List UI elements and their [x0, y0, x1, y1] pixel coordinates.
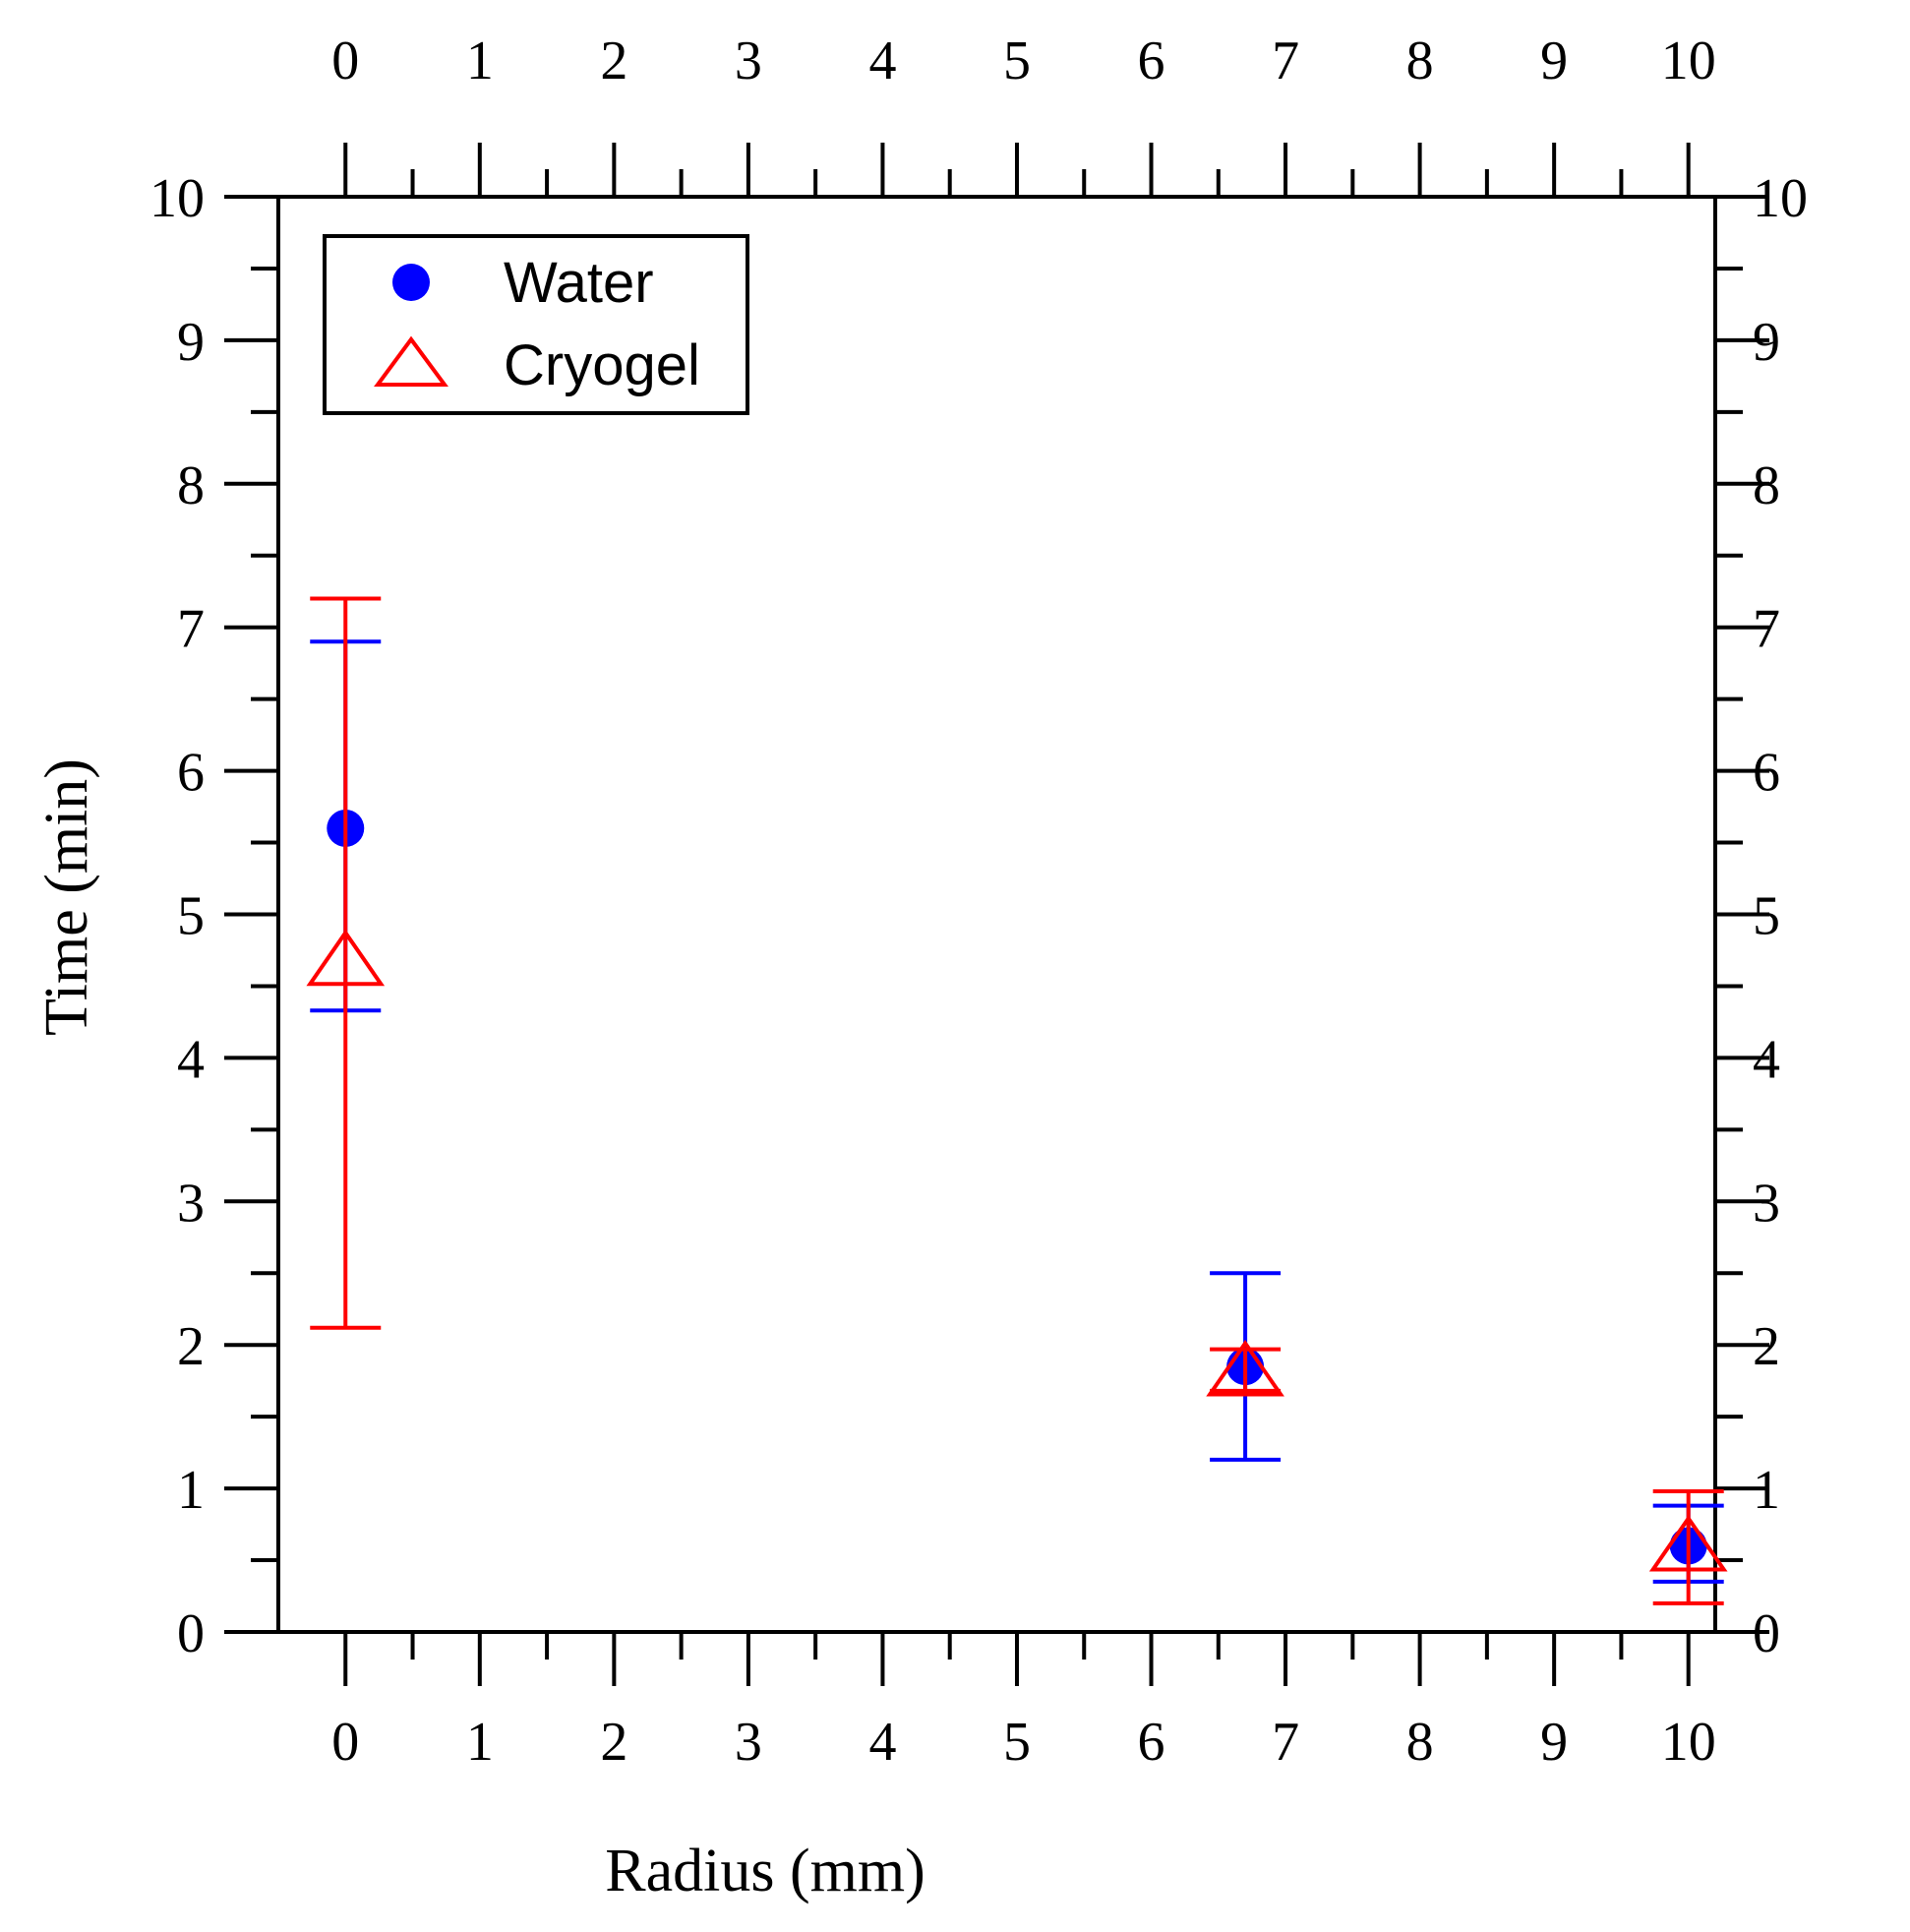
x-tick-label-top: 1 [466, 30, 494, 91]
y-tick-label-right: 2 [1753, 1316, 1780, 1377]
x-tick-label-top: 9 [1540, 30, 1568, 91]
y-tick-label-right: 9 [1753, 312, 1780, 373]
y-tick-label-right: 5 [1753, 886, 1780, 947]
x-tick-label-top: 8 [1406, 30, 1434, 91]
y-tick-label-right: 4 [1753, 1029, 1780, 1090]
y-tick-label: 7 [177, 599, 205, 660]
y-tick-label-right: 0 [1753, 1603, 1780, 1664]
y-tick-label: 4 [177, 1029, 205, 1090]
x-tick-label-top: 6 [1138, 30, 1165, 91]
series-cryogel [306, 596, 1728, 1605]
x-tick-label: 9 [1540, 1712, 1568, 1773]
x-tick-label: 1 [466, 1712, 494, 1773]
y-axis-title: Time (min) [33, 758, 100, 1036]
y-tick-label: 3 [177, 1173, 205, 1234]
axis-left: 0 1 2 3 4 5 6 7 8 9 10 [149, 168, 278, 1664]
y-tick-label: 5 [177, 886, 205, 947]
x-tick-label-top: 10 [1661, 30, 1716, 91]
y-tick-label: 6 [177, 743, 205, 804]
x-tick-label: 4 [868, 1712, 896, 1773]
x-tick-label-top: 4 [868, 30, 896, 91]
y-tick-label-right: 6 [1753, 743, 1780, 804]
y-tick-label-right: 7 [1753, 599, 1780, 660]
x-tick-label: 5 [1003, 1712, 1031, 1773]
x-tick-label: 2 [600, 1712, 627, 1773]
y-tick-label-right: 8 [1753, 455, 1780, 516]
axis-bottom: 0 1 2 3 4 5 6 7 8 9 10 [331, 1632, 1716, 1773]
y-tick-label: 0 [177, 1603, 205, 1664]
y-tick-label: 9 [177, 312, 205, 373]
x-tick-label: 6 [1138, 1712, 1165, 1773]
x-tick-label-top: 7 [1272, 30, 1299, 91]
cryogel-point [1648, 1514, 1728, 1572]
x-tick-label: 3 [735, 1712, 762, 1773]
y-tick-label: 8 [177, 455, 205, 516]
y-tick-label: 2 [177, 1316, 205, 1377]
x-tick-label-top: 3 [735, 30, 762, 91]
x-tick-label-top: 2 [600, 30, 627, 91]
cryogel-point [306, 929, 386, 987]
cryogel-point [1206, 1339, 1284, 1397]
y-tick-label-right: 1 [1753, 1460, 1780, 1521]
y-tick-label-right: 10 [1753, 168, 1808, 229]
legend-water-label: Water [504, 251, 654, 315]
series-water [310, 639, 1724, 1584]
y-tick-label: 1 [177, 1460, 205, 1521]
axis-right: 0 1 2 3 4 5 6 7 8 9 10 [1715, 168, 1808, 1664]
x-tick-label: 8 [1406, 1712, 1434, 1773]
y-tick-label-right: 3 [1753, 1173, 1780, 1234]
x-axis-title: Radius (mm) [605, 1838, 925, 1904]
legend-cryogel-label: Cryogel [504, 333, 700, 397]
axis-top: 0 1 2 3 4 5 6 7 8 9 10 [331, 30, 1716, 197]
legend-cryogel-marker [374, 335, 448, 387]
x-tick-label: 10 [1661, 1712, 1716, 1773]
legend: Water Cryogel [323, 234, 749, 415]
x-tick-label-top: 5 [1003, 30, 1031, 91]
x-tick-label: 7 [1272, 1712, 1299, 1773]
y-tick-label: 10 [149, 168, 205, 229]
legend-water-marker [392, 264, 430, 301]
x-tick-label-top: 0 [331, 30, 359, 91]
x-tick-label: 0 [331, 1712, 359, 1773]
series-layer [306, 596, 1728, 1605]
